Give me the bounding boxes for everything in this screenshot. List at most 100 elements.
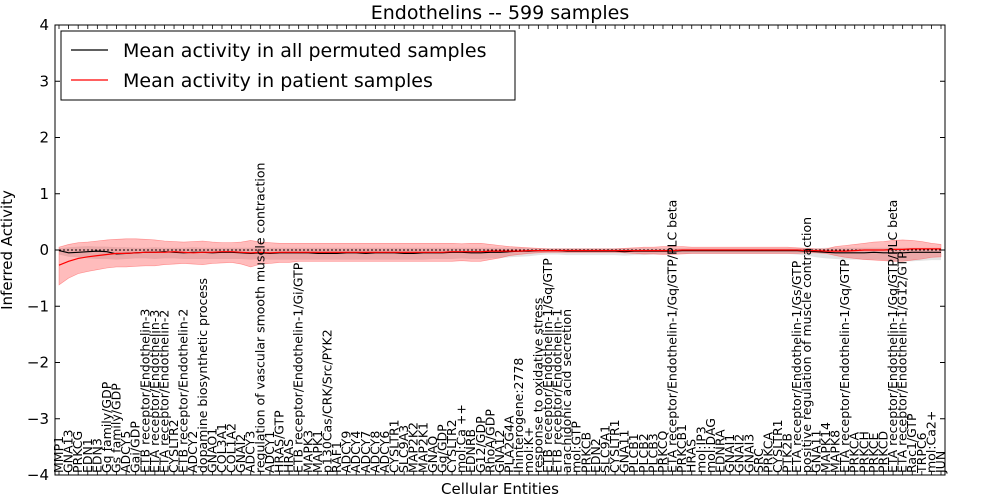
x-tick-label: PRKCQ [655,431,670,473]
x-tick-label: ETB receptor/Endothelin-1/Gq/GTP [540,258,555,473]
legend-label-permuted: Mean activity in all permuted samples [123,40,486,62]
x-tick-label: ADCY2 [185,431,200,473]
y-tick-label: 0 [39,241,49,259]
x-tick-label: GNA11 [617,430,632,474]
chart-title: Endothelins -- 599 samples [371,2,630,24]
x-tick-label: mol:IP3 [693,426,708,473]
x-tick-label: COL1A2 [224,423,239,473]
x-tick-label: HRAS/GTP [272,410,287,473]
x-tick-label: ETB receptor/Endothelin-1 [550,309,565,473]
x-tick-label: JUN [933,451,948,474]
x-tick-label: PLCB3 [645,433,660,473]
x-tick-label: TRPC6 [914,432,929,474]
x-tick-label: GNAI3 [741,434,756,473]
x-tick-label: PRKCB1 [674,424,689,473]
x-tick-label: positive regulation of muscle contractio… [799,217,814,473]
x-tick-label: ETA receptor/Endothelin-1/G12/GTP [895,251,910,473]
x-tick-label: EDN1 [80,438,95,473]
x-tick-label: mol:Ca2+ [923,411,938,473]
x-tick-label: GNA12 [492,430,507,474]
x-tick-label: arachidonic acid secretion [559,309,574,473]
x-tick-label: p130Cas/CRK/Src/PYK2 [319,329,334,473]
x-tick-label: CYSLTR1 [770,419,785,473]
x-tick-label: MAP2K1 [415,422,430,473]
x-tick-label: PRKCB [578,432,593,473]
x-tick-label: SRC [751,448,766,473]
x-tick-label: G12/GDP [473,416,488,473]
x-tick-label: PRKCD [876,431,891,473]
x-tick-label: EDNRA [713,429,728,473]
x-tick-label: SLC9A1 [598,425,613,473]
x-tick-label: PLA2G4A [502,415,517,473]
y-tick-label: 4 [39,16,49,34]
x-tick-label: ETB receptor/Endothelin-1/Gi/GTP [291,262,306,473]
x-tick-label: PRKCA [760,432,775,473]
x-tick-label: MAPK14 [818,422,833,473]
x-tick-label: ADCY3 [243,431,258,473]
axis-ticks: −4 −3 −2 −1 0 1 2 3 4 [27,16,945,484]
x-tick-label: ETA receptor/Endothelin-2 [157,310,172,473]
x-tick-label: CYSLTR1 [607,419,622,473]
x-tick-label: RAF1 [329,441,344,473]
x-tick-label: Gs family/GDP [109,383,124,473]
x-tick-label: ADCY4 [348,431,363,473]
x-tick-label: HRAS [281,439,296,473]
y-tick-label: −1 [27,297,49,315]
y-tick-label: 3 [39,72,49,90]
y-tick-label: −4 [27,466,49,484]
x-tick-label: HRAS [684,439,699,473]
y-tick-label: −3 [27,410,49,428]
x-tick-label: ADCY9 [339,431,354,473]
x-tick-label: GNAQ [425,436,440,473]
x-tick-label: ETB receptor/Endothelin-2 [176,309,191,473]
x-tick-label: Ihinterogene:2778 [511,358,526,473]
x-tick-label: GNA13 [61,430,76,474]
x-tick-label: MMP1 [51,436,66,473]
x-tick-label: response to oxidative stress [530,298,545,473]
x-axis-label: Cellular Entities [441,480,559,498]
x-tick-label: Gq family/GDP [99,381,114,473]
x-tick-label: mol:GTP [569,421,584,473]
legend-label-patient: Mean activity in patient samples [123,70,433,92]
x-tick-label: PRKCH [856,431,871,473]
x-tick-label: PLCB2 [636,433,651,473]
x-tick-label: ADCY5 [118,431,133,473]
series-lines [58,248,941,266]
x-tick-label: GNAI2 [233,434,248,473]
x-tick-label: MAP2K2 [406,422,421,473]
x-tick-label: PRKCE [866,433,881,473]
x-tick-label: EDN3 [89,438,104,473]
x-tick-label: CYSLTR2 [444,419,459,473]
y-tick-label: 2 [39,129,49,147]
x-tick-label: ETA receptor/Endothelin-3 [147,310,162,473]
x-tick-label: GNAO1 [204,428,219,473]
x-tick-label: MAPK8 [828,430,843,473]
x-tick-label: regulation of vascular smooth muscle con… [252,163,267,473]
x-tick-label: dopamine biosynthetic process [195,278,210,473]
x-tick-label: ADCY8 [367,431,382,473]
x-tick-label: PRKCA [847,432,862,473]
x-tick-label: mol:K+ [521,427,536,473]
x-tick-label: PTK2B [780,433,795,473]
x-tick-label: mol:Ca ++ [454,404,469,473]
y-axis-label: Inferred Activity [0,190,16,310]
y-tick-label: 1 [39,185,49,203]
x-tick-label: COL3A1 [214,423,229,473]
x-tick-label: ADCY1 [262,431,277,473]
y-tick-label: −2 [27,354,49,372]
x-tick-label: ETA receptor/Endothelin-1/Gq/GTP/PLC bet… [665,200,680,473]
x-tick-label: EDNRB [463,429,478,473]
x-tick-label: Gq/GDP [435,424,450,473]
legend-box [60,30,516,101]
x-tick-label: Rac1/GTP [904,413,919,473]
x-tick-label: PRKCG [70,431,85,473]
series-line-patient [58,248,941,266]
x-tick-label: SLC9A3 [396,425,411,473]
x-tick-label: GNAI2 [732,434,747,473]
x-tick-label: GNA11 [808,430,823,474]
x-tick-label: CYSLTR2 [166,419,181,473]
x-tick-label: EDN2 [588,438,603,473]
